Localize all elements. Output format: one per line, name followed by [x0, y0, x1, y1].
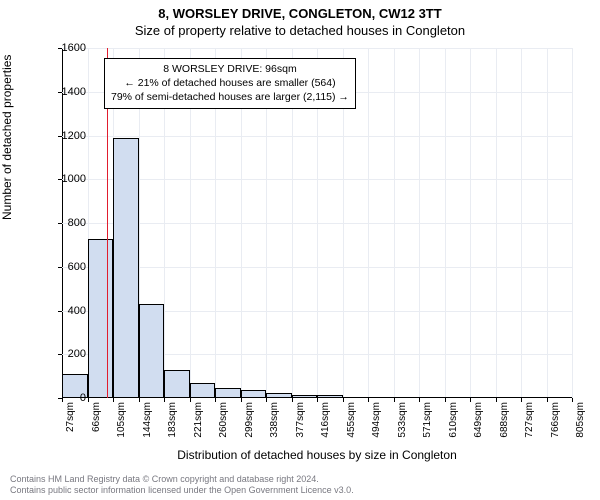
histogram-bar	[368, 397, 394, 398]
x-tick-label: 649sqm	[473, 402, 484, 438]
histogram-bar	[113, 138, 139, 398]
y-axis-label: Number of detached properties	[0, 55, 14, 220]
histogram-bar	[317, 395, 343, 398]
x-tick-label: 494sqm	[371, 402, 382, 438]
annotation-box: 8 WORSLEY DRIVE: 96sqm← 21% of detached …	[104, 58, 356, 109]
gridline-v	[521, 48, 522, 398]
y-tick-label: 800	[46, 217, 86, 229]
x-tick-mark	[521, 398, 522, 402]
x-tick-mark	[139, 398, 140, 402]
x-tick-mark	[496, 398, 497, 402]
gridline-v	[394, 48, 395, 398]
x-tick-label: 105sqm	[116, 402, 127, 438]
y-tick-label: 1400	[46, 86, 86, 98]
x-tick-label: 766sqm	[550, 402, 561, 438]
y-tick-label: 0	[46, 392, 86, 404]
histogram-bar	[394, 397, 420, 398]
x-tick-mark	[292, 398, 293, 402]
x-tick-mark	[419, 398, 420, 402]
x-tick-label: 727sqm	[524, 402, 535, 438]
x-tick-mark	[241, 398, 242, 402]
histogram-bar	[292, 395, 318, 398]
x-tick-label: 416sqm	[320, 402, 331, 438]
x-tick-label: 610sqm	[448, 402, 459, 438]
x-tick-label: 221sqm	[193, 402, 204, 438]
x-tick-label: 533sqm	[397, 402, 408, 438]
y-tick-label: 400	[46, 305, 86, 317]
x-tick-mark	[470, 398, 471, 402]
x-tick-label: 27sqm	[65, 402, 76, 432]
gridline-v	[470, 48, 471, 398]
x-tick-mark	[547, 398, 548, 402]
gridline-v	[419, 48, 420, 398]
x-tick-mark	[368, 398, 369, 402]
x-tick-mark	[394, 398, 395, 402]
footnote-line1: Contains HM Land Registry data © Crown c…	[10, 474, 590, 485]
y-tick-label: 600	[46, 261, 86, 273]
histogram-bar	[343, 397, 369, 398]
x-tick-mark	[445, 398, 446, 402]
x-tick-label: 66sqm	[91, 402, 102, 432]
chart-title: 8, WORSLEY DRIVE, CONGLETON, CW12 3TT	[0, 0, 600, 21]
histogram-bar	[88, 239, 114, 398]
gridline-v	[445, 48, 446, 398]
histogram-bar	[496, 397, 522, 398]
histogram-bar	[139, 304, 165, 398]
histogram-bar	[547, 397, 573, 398]
x-tick-label: 688sqm	[499, 402, 510, 438]
x-tick-mark	[164, 398, 165, 402]
gridline-v	[496, 48, 497, 398]
x-tick-mark	[343, 398, 344, 402]
histogram-bar	[241, 390, 267, 398]
gridline-v	[572, 48, 573, 398]
chart-container: 8, WORSLEY DRIVE, CONGLETON, CW12 3TT Si…	[0, 0, 600, 500]
plot-area: 27sqm66sqm105sqm144sqm183sqm221sqm260sqm…	[62, 48, 572, 398]
histogram-bar	[190, 383, 216, 398]
y-tick-label: 1000	[46, 173, 86, 185]
annotation-line: 8 WORSLEY DRIVE: 96sqm	[111, 62, 349, 76]
x-tick-mark	[317, 398, 318, 402]
y-tick-label: 1200	[46, 130, 86, 142]
footnote-line2: Contains public sector information licen…	[10, 485, 590, 496]
x-tick-mark	[215, 398, 216, 402]
histogram-bar	[215, 388, 241, 398]
histogram-bar	[266, 393, 292, 398]
x-tick-label: 338sqm	[269, 402, 280, 438]
annotation-line: 79% of semi-detached houses are larger (…	[111, 90, 349, 104]
x-tick-label: 260sqm	[218, 402, 229, 438]
gridline-v	[368, 48, 369, 398]
annotation-line: ← 21% of detached houses are smaller (56…	[111, 76, 349, 90]
x-axis-label: Distribution of detached houses by size …	[62, 448, 572, 462]
x-tick-mark	[190, 398, 191, 402]
gridline-v	[547, 48, 548, 398]
x-tick-mark	[266, 398, 267, 402]
x-tick-label: 455sqm	[346, 402, 357, 438]
x-tick-label: 299sqm	[244, 402, 255, 438]
footnote: Contains HM Land Registry data © Crown c…	[10, 474, 590, 497]
histogram-bar	[521, 397, 547, 398]
x-tick-label: 377sqm	[295, 402, 306, 438]
y-tick-label: 1600	[46, 42, 86, 54]
plot: 27sqm66sqm105sqm144sqm183sqm221sqm260sqm…	[62, 48, 572, 398]
x-tick-label: 805sqm	[575, 402, 586, 438]
histogram-bar	[419, 397, 445, 398]
x-tick-label: 571sqm	[422, 402, 433, 438]
y-tick-label: 200	[46, 348, 86, 360]
x-tick-mark	[88, 398, 89, 402]
histogram-bar	[164, 370, 190, 398]
histogram-bar	[445, 397, 471, 398]
x-tick-label: 183sqm	[167, 402, 178, 438]
histogram-bar	[470, 397, 496, 398]
x-tick-mark	[113, 398, 114, 402]
x-tick-mark	[572, 398, 573, 402]
chart-subtitle: Size of property relative to detached ho…	[0, 21, 600, 38]
x-tick-label: 144sqm	[142, 402, 153, 438]
